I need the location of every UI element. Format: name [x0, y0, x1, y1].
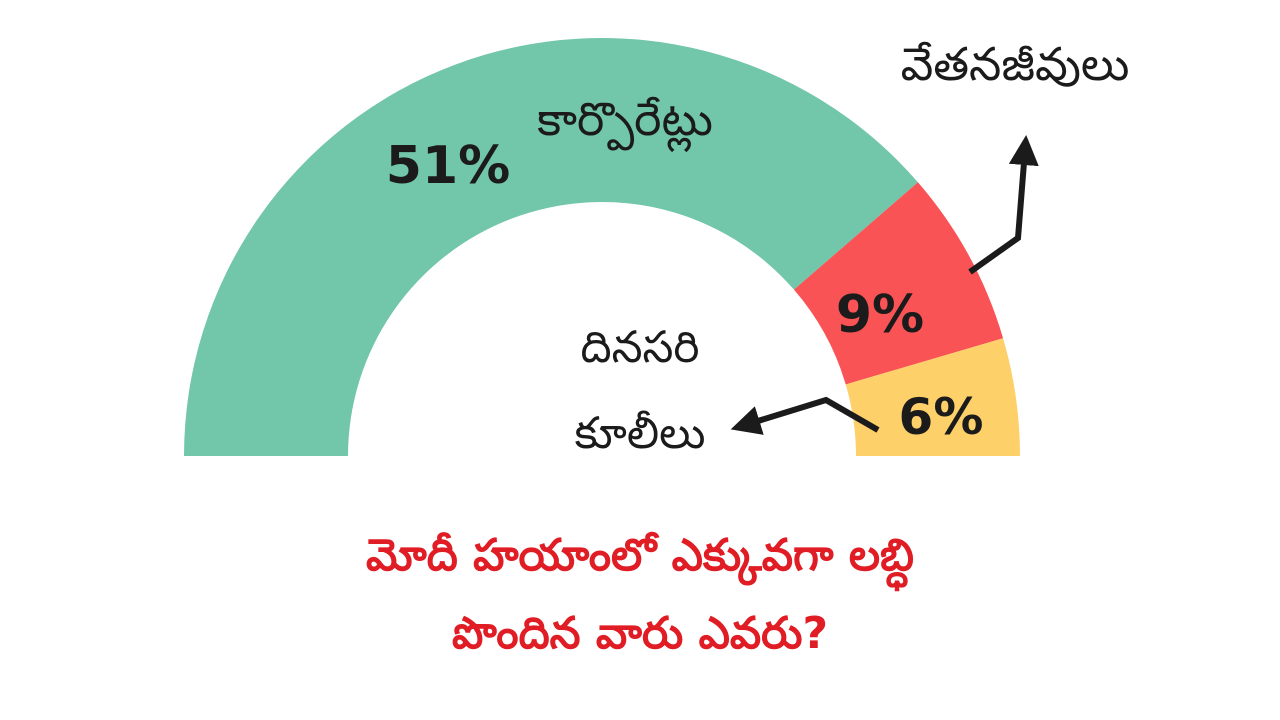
category-label-daily-wage-line1: దినసరి [581, 322, 700, 373]
arrow-daily-wage [730, 396, 880, 435]
category-label-salaried: వేతనజీవులు [901, 37, 1130, 91]
category-label-daily-wage-line2: కూలీలు [574, 408, 705, 459]
arrow-salaried [968, 135, 1039, 275]
value-label-daily-wage: 6% [899, 388, 984, 446]
chart-title-line-1: మోదీ హయాంలో ఎక్కువగా లబ్ధి [366, 530, 914, 581]
segment-daily-wage [845, 338, 1020, 456]
chart-title-line-2: పొందిన వారు ఎవరు? [451, 608, 829, 659]
segment-corporates [184, 38, 918, 457]
category-label-corporates: కార్పొరేట్లు [537, 92, 713, 153]
value-label-corporates: 51% [386, 136, 510, 196]
value-label-salaried: 9% [836, 285, 924, 345]
segment-salaried [793, 182, 1004, 385]
